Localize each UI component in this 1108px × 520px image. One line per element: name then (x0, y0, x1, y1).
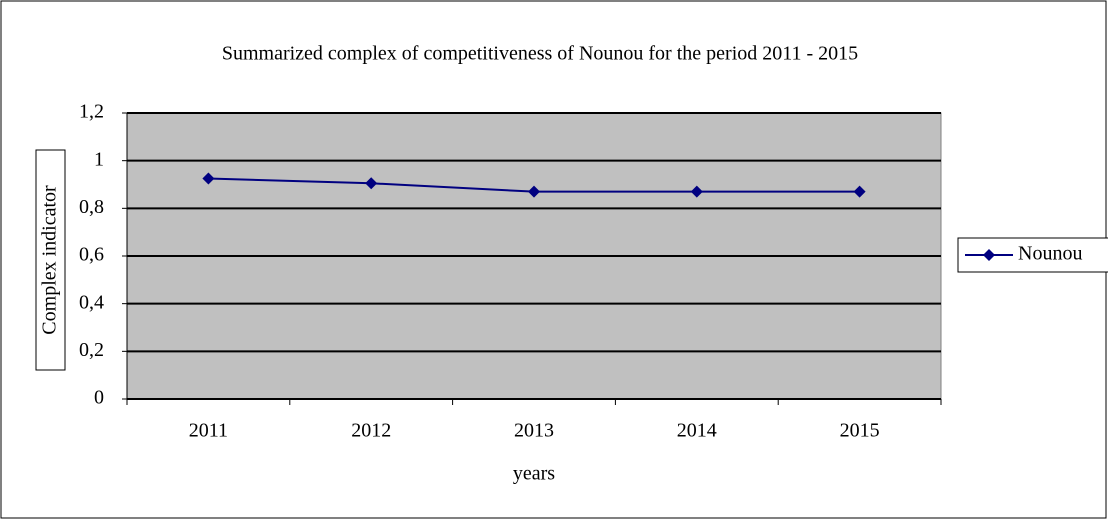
data-point (528, 185, 540, 198)
y-tick-label: 1 (94, 148, 104, 170)
data-point (853, 185, 866, 198)
x-tick-label: 2015 (840, 420, 880, 442)
x-tick-label: 2011 (189, 420, 228, 442)
y-axis-title: Complex indicator (39, 185, 61, 335)
x-tick-label: 2013 (514, 420, 554, 442)
y-tick-label: 1,2 (79, 101, 104, 123)
y-tick-label: 0,2 (79, 339, 104, 361)
y-tick-label: 0,4 (79, 291, 104, 313)
legend-marker (983, 249, 995, 261)
data-point (365, 177, 378, 190)
x-axis-title: years (513, 463, 555, 485)
y-tick-label: 0,8 (79, 196, 104, 218)
legend-label: Nounou (1018, 243, 1082, 265)
data-point (690, 185, 703, 198)
y-axis-title-box (35, 149, 66, 371)
data-point (202, 172, 215, 185)
x-tick-label: 2014 (677, 420, 717, 442)
y-tick-label: 0,6 (79, 244, 104, 266)
x-tick-label: 2012 (351, 420, 391, 442)
chart-title: Summarized complex of competitiveness of… (222, 43, 858, 65)
y-tick-label: 0 (94, 387, 104, 409)
